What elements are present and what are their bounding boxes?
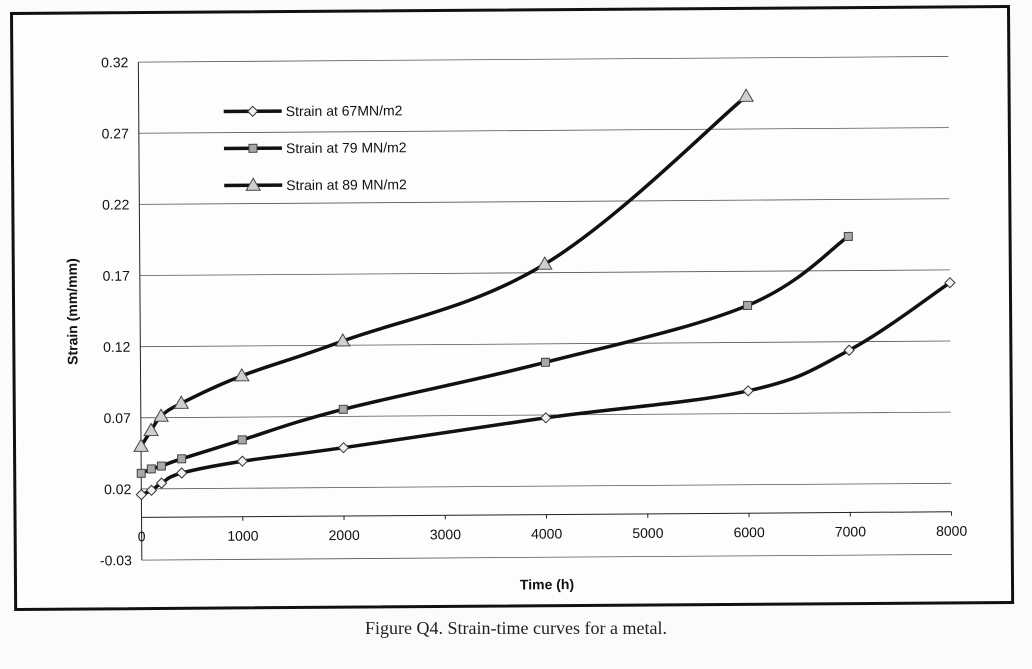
x-tick-label: 3000 (430, 526, 461, 542)
data-point-series-1 (944, 276, 956, 289)
data-point-series-1 (742, 385, 754, 397)
data-point-series-3 (738, 88, 755, 102)
y-tick-label: 0.12 (103, 339, 131, 355)
x-tick-label: 8000 (936, 523, 967, 539)
data-point-series-2 (843, 231, 853, 241)
x-tick-label: 4000 (531, 525, 562, 541)
data-point-series-1 (155, 477, 168, 489)
legend-label-1: Strain at 67MN/m2 (286, 102, 403, 119)
x-tick-label: 1000 (227, 528, 258, 544)
data-point-series-3 (143, 422, 159, 437)
y-tick-label: 0.02 (104, 481, 132, 497)
data-point-series-1 (540, 412, 552, 424)
y-gridline (141, 482, 952, 490)
y-tick-label: 0.17 (103, 268, 131, 284)
legend-marker-1 (246, 105, 259, 118)
data-point-series-2 (743, 300, 753, 310)
data-point-series-1 (843, 344, 855, 356)
y-tick-label: 0.22 (102, 196, 130, 212)
legend-marker-3 (245, 177, 262, 191)
data-point-series-2 (177, 454, 187, 464)
y-gridline (138, 127, 949, 134)
y-gridline (140, 340, 951, 348)
data-point-series-3 (536, 256, 553, 270)
y-tick-label: -0.03 (100, 552, 132, 568)
data-point-series-2 (136, 468, 146, 478)
y-tick-label: 0.32 (101, 54, 129, 70)
y-gridline (138, 56, 949, 63)
data-point-series-3 (153, 408, 169, 422)
series-line-1 (140, 281, 951, 497)
strain-time-chart: -0.03 0.02 0.07 0.12 0.17 0.22 0.27 0.32 0 1000 20… (64, 54, 968, 592)
y-tick-label: 0.27 (102, 125, 130, 141)
x-tick-label: 5000 (632, 525, 663, 541)
data-point-series-3 (133, 438, 149, 452)
data-point-series-3 (334, 332, 351, 347)
y-gridline (139, 269, 950, 276)
data-point-series-1 (337, 441, 350, 454)
data-point-series-2 (146, 464, 156, 474)
data-point-series-1 (145, 484, 158, 497)
x-tick-label: 0 (138, 528, 146, 544)
x-tick-label: 6000 (734, 524, 765, 540)
y-axis-title: Strain (mm/mm) (64, 258, 81, 365)
figure-frame: -0.03 0.02 0.07 0.12 0.17 0.22 0.27 0.32 0 1000 20… (10, 5, 1015, 611)
data-point-series-2 (156, 461, 166, 471)
y-gridline (139, 198, 950, 205)
data-point-series-1 (236, 455, 249, 467)
x-axis-title: Time (h) (520, 576, 574, 592)
x-axis-line (141, 511, 952, 518)
x-tick-label: 7000 (835, 523, 866, 539)
data-point-series-1 (176, 467, 188, 479)
y-gridline (141, 554, 952, 561)
data-point-series-2 (338, 404, 348, 414)
legend-label-2: Strain at 79 MN/m2 (286, 139, 407, 156)
data-point-series-2 (237, 435, 247, 445)
data-point-series-3 (233, 367, 250, 382)
y-tick-label: 0.07 (104, 410, 132, 426)
data-point-series-2 (540, 357, 550, 367)
data-point-series-1 (135, 488, 148, 501)
y-axis-line (137, 62, 143, 561)
data-point-series-3 (173, 395, 190, 409)
legend-label-3: Strain at 89 MN/m2 (286, 176, 407, 193)
x-tick-label: 2000 (329, 527, 360, 543)
legend-marker-2 (248, 143, 258, 153)
figure-caption: Figure Q4. Strain-time curves for a meta… (365, 618, 667, 638)
series-line-3 (139, 94, 748, 448)
